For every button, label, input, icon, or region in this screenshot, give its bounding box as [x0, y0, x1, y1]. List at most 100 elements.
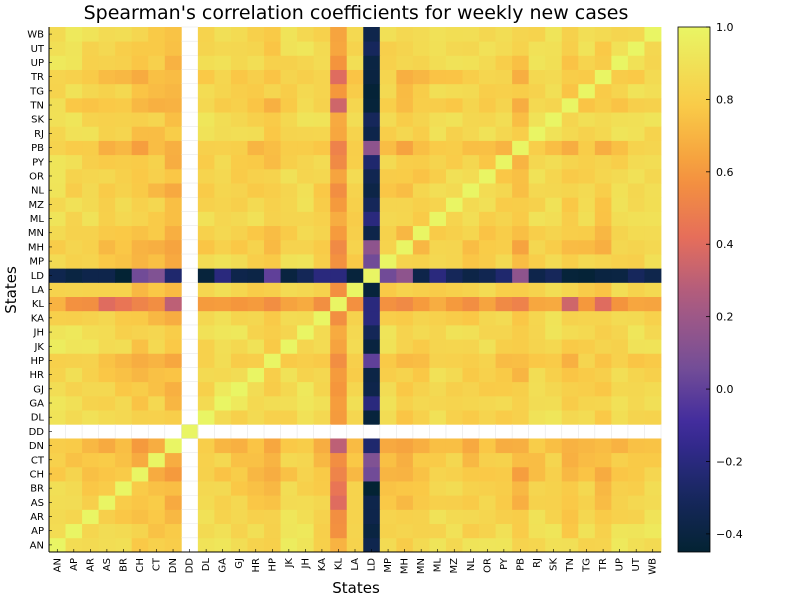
heatmap-cell	[197, 523, 215, 539]
heatmap-cell	[82, 83, 100, 99]
heatmap-cell	[594, 324, 612, 340]
heatmap-cell	[313, 69, 331, 85]
heatmap-cell	[164, 183, 182, 198]
heatmap-cell	[346, 523, 364, 539]
heatmap-cell	[396, 83, 414, 99]
heatmap-cell	[528, 126, 546, 141]
heatmap-cell	[98, 310, 116, 326]
heatmap-cell	[429, 282, 447, 297]
heatmap-cell	[280, 537, 298, 553]
heatmap-cell	[627, 225, 645, 241]
x-tick-label: AS	[102, 558, 113, 571]
heatmap-cell	[512, 339, 530, 354]
heatmap-cell	[611, 69, 629, 85]
heatmap-cell	[379, 282, 397, 297]
heatmap-cell	[445, 353, 463, 368]
heatmap-cell	[512, 268, 530, 283]
heatmap-cell	[330, 41, 348, 56]
heatmap-cell	[115, 509, 133, 525]
heatmap-cell	[49, 452, 66, 468]
heatmap-cell	[313, 438, 331, 454]
heatmap-cell	[445, 481, 463, 496]
heatmap-cell	[214, 367, 232, 383]
heatmap-cell	[82, 310, 100, 326]
heatmap-cell	[495, 509, 513, 525]
heatmap-cell	[512, 239, 530, 255]
heatmap-cell	[131, 381, 149, 397]
heatmap-cell	[627, 197, 645, 212]
heatmap-cell	[264, 41, 281, 56]
heatmap-cell	[462, 310, 480, 326]
heatmap-cell	[396, 339, 414, 354]
heatmap-cell	[247, 381, 265, 397]
heatmap-cell	[346, 339, 364, 354]
x-tick-label: UP	[615, 558, 626, 571]
heatmap-cell	[363, 69, 381, 85]
heatmap-cell	[313, 481, 331, 496]
heatmap-cell	[313, 168, 331, 184]
heatmap-cell	[578, 55, 596, 70]
heatmap-cell	[578, 154, 596, 170]
heatmap-cell	[115, 310, 133, 326]
heatmap-cell	[462, 69, 480, 85]
heatmap-cell	[197, 154, 215, 170]
heatmap-cell	[148, 523, 166, 539]
x-tick-label: NL	[466, 558, 477, 571]
heatmap-cell	[82, 27, 100, 42]
heatmap-cell	[644, 154, 662, 170]
heatmap-cell	[330, 353, 348, 368]
heatmap-cell	[594, 154, 612, 170]
colorbar-tick-label: 0.6	[716, 166, 734, 179]
heatmap-cell	[611, 55, 629, 70]
heatmap-cell	[545, 367, 563, 383]
heatmap-cell	[545, 83, 563, 99]
heatmap-cell	[545, 183, 563, 198]
heatmap-cell	[528, 353, 546, 368]
heatmap-cell	[330, 97, 348, 113]
heatmap-cell	[131, 509, 149, 525]
heatmap-cell	[429, 168, 447, 184]
heatmap-cell	[164, 168, 182, 184]
heatmap-cell	[462, 83, 480, 99]
heatmap-cell	[545, 140, 563, 156]
heatmap-cell	[280, 55, 298, 70]
y-tick-label: DL	[31, 413, 45, 424]
heatmap-cell	[214, 140, 232, 156]
heatmap-cell	[247, 254, 265, 269]
heatmap-cell	[247, 239, 265, 255]
heatmap-cell	[197, 339, 215, 354]
heatmap-cell	[412, 310, 430, 326]
heatmap-cell	[313, 126, 331, 141]
heatmap-cell	[214, 282, 232, 297]
heatmap-cell	[230, 466, 248, 482]
heatmap-cell	[115, 168, 133, 184]
heatmap-cell	[297, 239, 315, 255]
heatmap-cell	[264, 55, 281, 70]
heatmap-cell	[280, 466, 298, 482]
heatmap-cell	[313, 452, 331, 468]
heatmap-cell	[280, 69, 298, 85]
heatmap-cell	[396, 268, 414, 283]
heatmap-cell	[512, 254, 530, 269]
heatmap-cell	[528, 410, 546, 425]
heatmap-cell	[49, 310, 66, 326]
heatmap-cell	[578, 27, 596, 42]
heatmap-cell	[164, 495, 182, 510]
heatmap-cell	[611, 225, 629, 241]
heatmap-cell	[479, 395, 496, 411]
heatmap-cell	[462, 466, 480, 482]
heatmap-cell	[230, 197, 248, 212]
heatmap-cell	[131, 296, 149, 312]
heatmap-cell	[247, 41, 265, 56]
heatmap-cell	[561, 466, 579, 482]
heatmap-cell	[148, 495, 166, 510]
y-tick-labels: AN AP AR AS BR CH CT DN DD DL GA GJ HR HP JK JH KA KL LA LD…	[27, 30, 52, 551]
heatmap-cell	[131, 367, 149, 383]
heatmap-cell	[264, 523, 281, 539]
heatmap-cell	[363, 353, 381, 368]
heatmap-cell	[561, 254, 579, 269]
heatmap-cell	[379, 197, 397, 212]
heatmap-cell	[313, 509, 331, 525]
heatmap-cell	[445, 367, 463, 383]
x-tick-label: MP	[383, 558, 394, 573]
